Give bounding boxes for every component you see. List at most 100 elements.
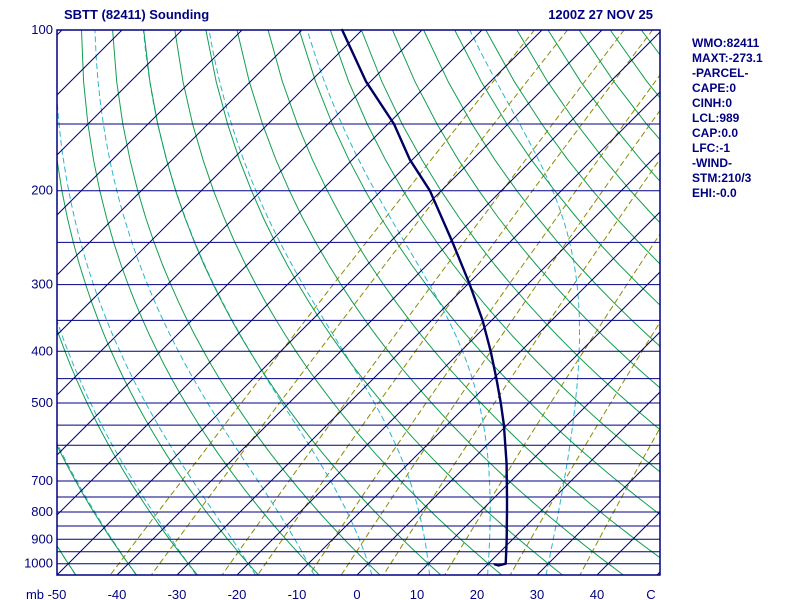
dry-adiabat-line xyxy=(392,30,660,389)
isotherm-line xyxy=(656,571,660,575)
temperature-tick-label: -30 xyxy=(168,587,187,600)
isotherm-line xyxy=(536,451,660,575)
mixing-ratio-line xyxy=(221,30,625,575)
temperature-tick-label: 10 xyxy=(410,587,424,600)
dry-adiabat-line xyxy=(57,155,259,575)
isotherm-line xyxy=(596,511,660,575)
mixing-ratio-line xyxy=(444,233,660,575)
dry-adiabat-lines xyxy=(0,30,800,575)
moist-adiabat-line xyxy=(0,30,15,575)
pressure-tick-label: 200 xyxy=(31,183,53,198)
stat-wmo: WMO:82411 xyxy=(692,36,760,50)
isotherm-line xyxy=(57,30,303,276)
mixing-ratio-line xyxy=(257,30,653,575)
pressure-tick-label: 400 xyxy=(31,343,53,358)
moist-adiabat-line xyxy=(94,30,315,575)
pressure-tick-label: 300 xyxy=(31,277,53,292)
isotherm-line xyxy=(57,30,63,36)
mixing-ratio-line xyxy=(509,321,660,575)
mixing-ratio-line xyxy=(383,158,660,575)
temperature-tick-label: -40 xyxy=(108,587,127,600)
dry-adiabat-line xyxy=(547,30,660,183)
temperature-tick-label: 30 xyxy=(530,587,544,600)
dry-adiabat-line xyxy=(0,30,15,575)
dry-adiabat-line xyxy=(485,30,660,265)
stats-panel: WMO:82411 MAXT:-273.1 -PARCEL- CAPE:0 CI… xyxy=(692,36,763,201)
dry-adiabat-line xyxy=(174,30,503,575)
temperature-tick-label: 0 xyxy=(353,587,360,600)
isotherm-line xyxy=(176,91,660,575)
dry-adiabat-line xyxy=(578,30,660,141)
pressure-unit-label: mb xyxy=(26,587,44,600)
mixing-ratio-line xyxy=(579,427,660,575)
isotherm-line xyxy=(57,30,363,336)
sounding-trace xyxy=(341,28,509,567)
isotherm-line xyxy=(57,30,603,575)
isobar-lines xyxy=(56,29,661,565)
moist-adiabat-line xyxy=(306,30,491,575)
stat-maxt: MAXT:-273.1 xyxy=(692,51,763,65)
moist-adiabat-line xyxy=(143,30,373,575)
dry-adiabat-line xyxy=(298,30,660,516)
dry-adiabat-line xyxy=(81,30,320,575)
dry-adiabat-line xyxy=(423,30,660,348)
moist-adiabat-line xyxy=(469,30,580,575)
dry-adiabat-line xyxy=(267,30,660,559)
moist-adiabat-line xyxy=(208,30,431,575)
stat-lfc: LFC:-1 xyxy=(692,141,730,155)
pressure-tick-label: 800 xyxy=(31,504,53,519)
isotherm-line xyxy=(57,30,543,516)
mixing-ratio-line xyxy=(340,109,660,575)
stat-lcl: LCL:989 xyxy=(692,111,740,125)
chart-datetime: 1200Z 27 NOV 25 xyxy=(548,7,653,22)
isotherm-line xyxy=(57,30,483,456)
pressure-tick-label: 700 xyxy=(31,473,53,488)
dry-adiabat-line xyxy=(454,30,660,306)
dry-adiabat-line xyxy=(609,30,660,99)
dry-adiabat-line xyxy=(57,544,77,575)
temperature-tick-label: -20 xyxy=(228,587,247,600)
temperature-unit-label: C xyxy=(646,587,655,600)
mixing-ratio-line xyxy=(308,74,660,575)
temperature-tick-label: 20 xyxy=(470,587,484,600)
pressure-tick-label: 500 xyxy=(31,395,53,410)
mixing-ratio-line xyxy=(109,30,535,575)
pressure-tick-label: 900 xyxy=(31,531,53,546)
stat-wind-section: -WIND- xyxy=(692,156,732,170)
temperature-tick-label: -10 xyxy=(288,587,307,600)
dry-adiabat-line xyxy=(143,30,442,575)
plot-border xyxy=(56,29,661,576)
moist-adiabat-line xyxy=(57,319,197,575)
stat-cape: CAPE:0 xyxy=(692,81,737,95)
temperature-tick-label: 40 xyxy=(590,587,604,600)
isotherm-line xyxy=(356,271,660,575)
isotherm-line xyxy=(57,30,123,96)
isotherm-line xyxy=(57,30,423,396)
isotherm-line xyxy=(57,30,243,216)
pressure-tick-label: 100 xyxy=(31,22,53,37)
mixing-ratio-lines xyxy=(109,30,660,575)
isotherm-line xyxy=(296,211,660,575)
dry-adiabat-line xyxy=(360,30,660,431)
isotherm-line xyxy=(236,151,660,575)
stat-parcel-section: -PARCEL- xyxy=(692,66,749,80)
dry-adiabat-line xyxy=(57,327,198,575)
isotherm-line xyxy=(476,391,660,575)
pressure-tick-label: 1000 xyxy=(24,556,53,571)
stat-ehi: EHI:-0.0 xyxy=(692,186,737,200)
dry-adiabat-line xyxy=(205,30,563,575)
temperature-tick-label: -50 xyxy=(48,587,67,600)
moist-adiabat-line xyxy=(57,442,137,575)
stat-cinh: CINH:0 xyxy=(692,96,733,110)
mixing-ratio-line xyxy=(150,30,568,575)
dry-adiabat-line xyxy=(672,30,800,575)
temperature-trace xyxy=(341,28,509,567)
isotherm-line xyxy=(116,31,660,575)
stat-stm: STM:210/3 xyxy=(692,171,752,185)
dry-adiabat-line xyxy=(640,30,660,56)
stat-cap: CAP:0.0 xyxy=(692,126,739,140)
dry-adiabat-line xyxy=(57,444,138,575)
isotherm-line xyxy=(57,30,183,156)
